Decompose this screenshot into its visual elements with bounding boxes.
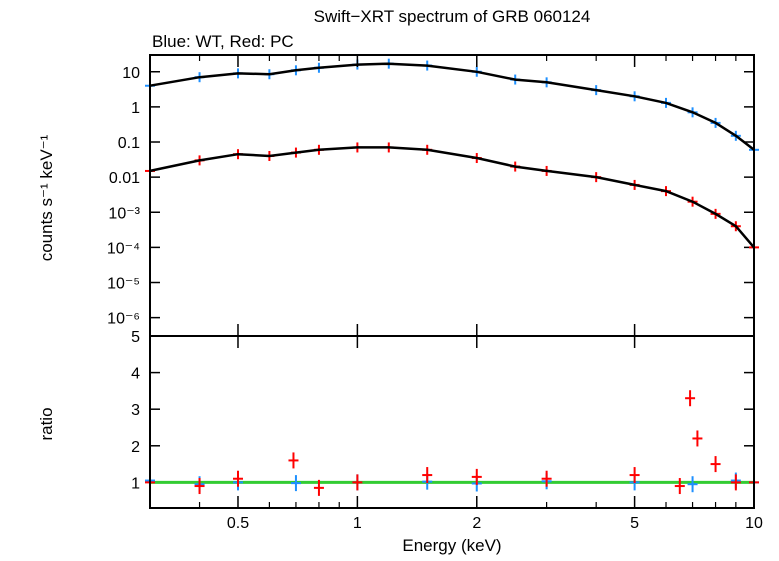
model-line-3	[149, 146, 755, 249]
top-panel-frame	[149, 54, 755, 337]
ratio-y-tick-label: 3	[131, 402, 140, 419]
y-tick-label: 10⁻³	[108, 205, 140, 222]
y-tick-label: 10⁻⁵	[107, 276, 140, 293]
x-tick-label: 10	[745, 515, 763, 532]
ratio-y-tick-label: 1	[131, 475, 140, 492]
top-panel-ticks: 10 1 0.1 0.01 10⁻³ 10⁻⁴ 10⁻⁵ 10⁻⁶	[107, 65, 754, 328]
chart-title: Swift−XRT spectrum of GRB 060124	[314, 7, 591, 26]
x-axis-label: Energy (keV)	[402, 536, 501, 555]
model-line-2	[149, 62, 755, 151]
bottom-panel-series	[145, 390, 759, 496]
x-tick-label: 2	[472, 515, 481, 532]
x-tick-label: 0.5	[227, 515, 249, 532]
y-tick-label: 0.01	[109, 170, 140, 187]
top-panel-series	[145, 58, 759, 253]
bottom-panel-ticks: 1 2 3 4 5 0.5 1 2 5 10	[131, 55, 763, 532]
x-tick-label: 5	[630, 515, 639, 532]
y-tick-label: 0.1	[118, 135, 140, 152]
x-tick-label: 1	[353, 515, 362, 532]
y-axis-label-bottom: ratio	[37, 407, 56, 440]
y-tick-label: 10⁻⁴	[107, 240, 140, 257]
y-tick-label: 10	[122, 65, 140, 82]
y-tick-label: 1	[131, 100, 140, 117]
ratio-y-tick-label: 2	[131, 439, 140, 456]
y-tick-label: 10⁻⁶	[107, 311, 140, 328]
y-axis-label-top: counts s⁻¹ keV⁻¹	[37, 134, 56, 261]
ratio-y-tick-label: 5	[131, 329, 140, 346]
bottom-panel-frame	[149, 335, 755, 509]
ratio-y-tick-label: 4	[131, 366, 140, 383]
chart-subtitle: Blue: WT, Red: PC	[152, 32, 294, 51]
